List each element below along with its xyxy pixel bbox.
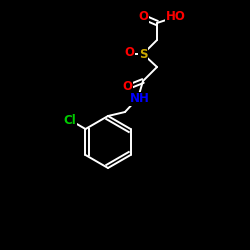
Text: Cl: Cl [63, 114, 76, 126]
Text: O: O [122, 80, 132, 92]
Text: HO: HO [166, 10, 186, 22]
Text: O: O [138, 10, 148, 22]
Text: S: S [139, 48, 147, 60]
Text: O: O [124, 46, 134, 60]
Text: NH: NH [130, 92, 150, 106]
